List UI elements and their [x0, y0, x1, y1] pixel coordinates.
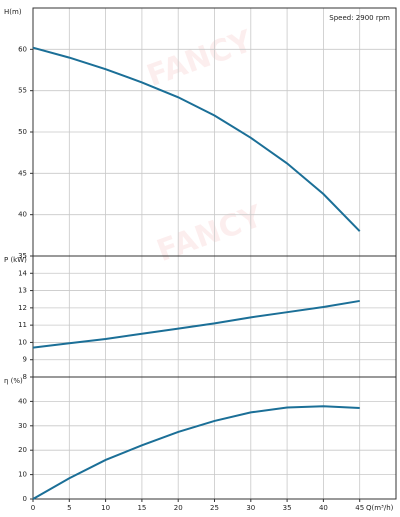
- y-tick-label: 11: [18, 321, 27, 329]
- x-axis-title: Q(m³/h): [366, 504, 394, 512]
- y-tick-label: 40: [18, 397, 27, 405]
- x-tick-label: 45: [355, 504, 364, 512]
- x-tick-label: 15: [137, 504, 146, 512]
- y-tick-label: 45: [18, 169, 27, 177]
- y-tick-label: 10: [18, 471, 27, 479]
- x-tick-label: 20: [174, 504, 183, 512]
- y-axis-title: η (%): [4, 377, 23, 385]
- x-tick-label: 0: [31, 504, 35, 512]
- y-tick-label: 14: [18, 269, 27, 277]
- y-tick-label: 55: [18, 87, 27, 95]
- y-tick-label: 0: [23, 495, 27, 503]
- x-tick-label: 35: [283, 504, 292, 512]
- y-axis-title: H(m): [4, 8, 22, 16]
- y-tick-label: 30: [18, 422, 27, 430]
- y-axis-title: P (kW): [4, 256, 27, 264]
- y-tick-label: 8: [23, 373, 27, 381]
- plot-frame: [32, 376, 397, 500]
- curve: [32, 46, 361, 232]
- y-tick-label: 60: [18, 45, 27, 53]
- x-tick-label: 40: [319, 504, 328, 512]
- y-tick-label: 9: [23, 356, 27, 364]
- y-tick-label: 50: [18, 128, 27, 136]
- x-tick-label: 10: [101, 504, 110, 512]
- x-tick-label: 25: [210, 504, 219, 512]
- curve: [32, 405, 360, 500]
- y-tick-label: 12: [18, 304, 27, 312]
- annotation: Speed: 2900 rpm: [329, 14, 390, 22]
- curve: [32, 299, 360, 349]
- y-tick-label: 35: [18, 252, 27, 260]
- x-tick-label: 30: [246, 504, 255, 512]
- y-tick-label: 20: [18, 446, 27, 454]
- y-tick-label: 13: [18, 287, 27, 295]
- y-tick-label: 10: [18, 338, 27, 346]
- x-tick-label: 5: [67, 504, 71, 512]
- y-tick-label: 40: [18, 211, 27, 219]
- watermark: FANCY: [142, 24, 258, 95]
